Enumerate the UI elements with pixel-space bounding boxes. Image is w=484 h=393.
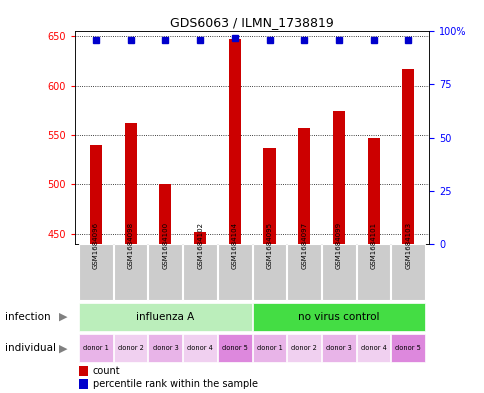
Text: no virus control: no virus control [298, 312, 379, 322]
Bar [356, 244, 390, 300]
Bar [391, 334, 424, 362]
Text: ▶: ▶ [59, 343, 67, 353]
Bar [148, 244, 182, 300]
Bar [287, 334, 320, 362]
Text: donor 1: donor 1 [83, 345, 108, 351]
Text: donor 3: donor 3 [152, 345, 178, 351]
Text: donor 1: donor 1 [256, 345, 282, 351]
Bar [217, 334, 251, 362]
Bar [228, 39, 241, 244]
Bar [252, 244, 286, 300]
Bar [183, 244, 216, 300]
Text: GSM1684102: GSM1684102 [197, 222, 203, 269]
Text: percentile rank within the sample: percentile rank within the sample [93, 379, 257, 389]
Text: GSM1684103: GSM1684103 [405, 222, 410, 269]
Bar [298, 128, 310, 244]
Bar [367, 138, 379, 244]
Text: influenza A: influenza A [136, 312, 194, 322]
Bar [113, 244, 147, 300]
Bar [332, 111, 344, 244]
Bar [148, 334, 182, 362]
Bar [252, 303, 424, 331]
Bar [263, 148, 275, 244]
Text: GSM1684096: GSM1684096 [93, 222, 99, 269]
Bar [391, 244, 424, 300]
Text: infection: infection [5, 312, 50, 322]
Text: ▶: ▶ [59, 312, 67, 322]
Text: donor 2: donor 2 [291, 345, 317, 351]
Bar [321, 244, 355, 300]
Bar [79, 303, 251, 331]
Text: GSM1684095: GSM1684095 [266, 222, 272, 269]
Bar [113, 334, 147, 362]
Bar [356, 334, 390, 362]
Text: donor 5: donor 5 [222, 345, 247, 351]
Text: donor 2: donor 2 [118, 345, 143, 351]
Text: GSM1684104: GSM1684104 [231, 222, 237, 269]
Text: count: count [93, 366, 120, 376]
Text: donor 4: donor 4 [187, 345, 212, 351]
Text: GSM1684100: GSM1684100 [162, 222, 168, 269]
Bar [79, 244, 112, 300]
Bar [78, 379, 88, 389]
Bar [79, 334, 112, 362]
Title: GDS6063 / ILMN_1738819: GDS6063 / ILMN_1738819 [170, 16, 333, 29]
Bar [90, 145, 102, 244]
Bar [217, 244, 251, 300]
Text: donor 5: donor 5 [394, 345, 421, 351]
Bar [183, 334, 216, 362]
Text: individual: individual [5, 343, 56, 353]
Bar [194, 232, 206, 244]
Text: GSM1684097: GSM1684097 [301, 222, 307, 269]
Bar [402, 69, 414, 244]
Bar [252, 334, 286, 362]
Bar [124, 123, 136, 244]
Text: GSM1684099: GSM1684099 [335, 222, 341, 269]
Bar [287, 244, 320, 300]
Bar [78, 366, 88, 376]
Text: GSM1684098: GSM1684098 [127, 222, 134, 269]
Text: donor 3: donor 3 [325, 345, 351, 351]
Text: donor 4: donor 4 [360, 345, 386, 351]
Bar [321, 334, 355, 362]
Bar [159, 184, 171, 244]
Text: GSM1684101: GSM1684101 [370, 222, 376, 269]
